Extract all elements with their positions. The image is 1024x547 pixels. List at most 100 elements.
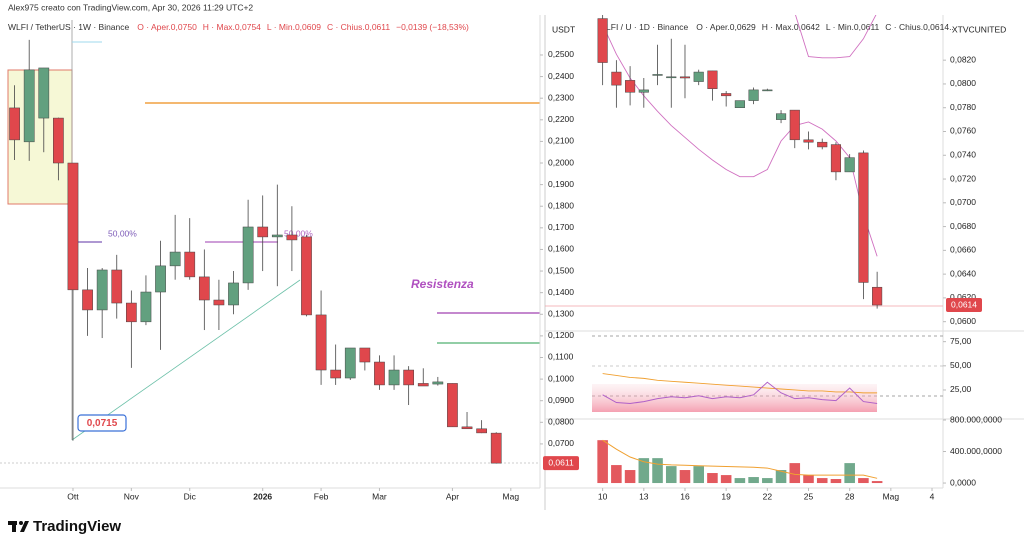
annotation: 50,00% — [108, 228, 137, 238]
ohlc: L · Min.0,0611 — [826, 22, 880, 32]
annotation: 50,00% — [284, 228, 313, 238]
volume-bar — [665, 466, 677, 484]
y-tick-label: 0,1100 — [548, 352, 574, 362]
candle-body — [403, 369, 415, 386]
y-tick-label: 400.000,0000 — [950, 446, 1002, 456]
x-tick-label: 19 — [721, 491, 731, 501]
volume-bar — [679, 470, 691, 484]
y-tick-label: 0,1700 — [548, 222, 574, 232]
volume-bar — [830, 479, 842, 484]
candle-body — [490, 432, 502, 464]
x-tick-label: Dic — [184, 491, 197, 501]
candle-body — [858, 152, 869, 283]
ohlc: H · Max.0,0754 — [203, 22, 261, 32]
volume-bar — [748, 477, 759, 484]
footer-logo: TradingView — [33, 518, 121, 535]
candle-body — [330, 369, 342, 379]
volume-bar — [652, 458, 663, 484]
y-tick-label: 0,0720 — [950, 173, 976, 183]
candle-body — [638, 89, 649, 93]
x-tick-label: 25 — [804, 491, 814, 501]
candle-body — [625, 80, 636, 93]
candle-body — [707, 70, 718, 89]
candle-body — [169, 251, 181, 267]
ohlc: H · Max.0,0642 — [762, 22, 820, 32]
y-tick-label: 0,0680 — [950, 221, 976, 231]
candle-body — [359, 347, 371, 363]
volume-bar — [762, 478, 773, 484]
candle-body — [271, 234, 283, 238]
candle-body — [611, 71, 622, 86]
candle-body — [23, 69, 35, 143]
candle-body — [432, 381, 444, 385]
candle-body — [257, 226, 269, 238]
x-tick-label: Ott — [67, 491, 79, 501]
y-tick-label: 0,1600 — [548, 244, 574, 254]
y-tick-label: 25,00 — [950, 384, 972, 394]
y-tick-label: 0,1200 — [548, 330, 574, 340]
y-tick-label: 0,0800 — [548, 417, 574, 427]
candle-body — [9, 107, 20, 141]
symbol: WLFI / U · 1D · Binance — [598, 22, 688, 32]
y-tick-label: 0,0780 — [950, 102, 976, 112]
candle-body — [286, 234, 298, 241]
y-tick-label: 0,0800 — [950, 78, 976, 88]
volume-bar — [858, 478, 869, 484]
unit-label: USDT — [552, 24, 575, 34]
annotation: 0,0715 — [87, 418, 118, 429]
y-tick-label: 50,00 — [950, 360, 972, 370]
volume-bar — [871, 481, 883, 484]
y-tick-label: 0,0620 — [950, 292, 976, 302]
volume-bar — [693, 466, 704, 484]
rsi-fill — [592, 384, 877, 412]
y-tick-label: 0,0900 — [548, 395, 574, 405]
trend-line — [71, 279, 301, 441]
y-tick-label: 0,0600 — [950, 316, 976, 326]
last-price-box — [946, 298, 982, 313]
candle-body — [301, 236, 312, 316]
volume-bar — [844, 463, 855, 484]
y-tick-label: 0,0660 — [950, 245, 976, 255]
candle-body — [155, 265, 166, 293]
y-tick-label: 0,1400 — [548, 287, 574, 297]
volume-bar — [720, 475, 732, 484]
y-tick-label: 0,1800 — [548, 200, 574, 210]
x-tick-label: Mag — [883, 491, 900, 501]
plot-right — [597, 15, 883, 309]
candle-body — [96, 269, 108, 311]
candle-body — [315, 314, 327, 371]
change: −0,0139 (−18,53%) — [396, 22, 469, 32]
x-tick-label: 16 — [680, 491, 690, 501]
y-tick-label: 0,0000 — [950, 477, 976, 487]
candle-body — [140, 291, 152, 323]
y-tick-label: 0,2500 — [548, 49, 574, 59]
volume-bar — [624, 470, 636, 484]
candle-body — [721, 93, 732, 97]
last-price-label: 0,0611 — [548, 457, 574, 467]
volume-bar — [803, 475, 814, 484]
y-tick-label: 0,1300 — [548, 309, 574, 319]
y-tick-label: 0,0700 — [950, 197, 976, 207]
candle-body — [762, 89, 773, 92]
candle-body — [461, 426, 473, 430]
candle-body — [228, 282, 239, 306]
candle-body — [125, 302, 137, 323]
line — [602, 24, 878, 257]
ohlc: C · Chius.0,0614... — [885, 22, 956, 32]
candle-body — [693, 71, 704, 82]
y-tick-label: 0,0820 — [950, 54, 976, 64]
x-tick-label: Feb — [314, 491, 329, 501]
line — [795, 15, 877, 59]
candle-body — [748, 89, 759, 101]
ohlc: C · Chius.0,0611 — [327, 22, 390, 32]
line — [602, 381, 878, 405]
volume-bar — [734, 478, 746, 484]
logo-mark — [12, 521, 16, 532]
volume-bar — [597, 440, 608, 484]
x-tick-label: 10 — [598, 491, 608, 501]
logo — [8, 521, 29, 532]
candle-body — [803, 139, 814, 143]
x-tick-label: 22 — [763, 491, 773, 501]
volume-bar — [611, 465, 622, 484]
